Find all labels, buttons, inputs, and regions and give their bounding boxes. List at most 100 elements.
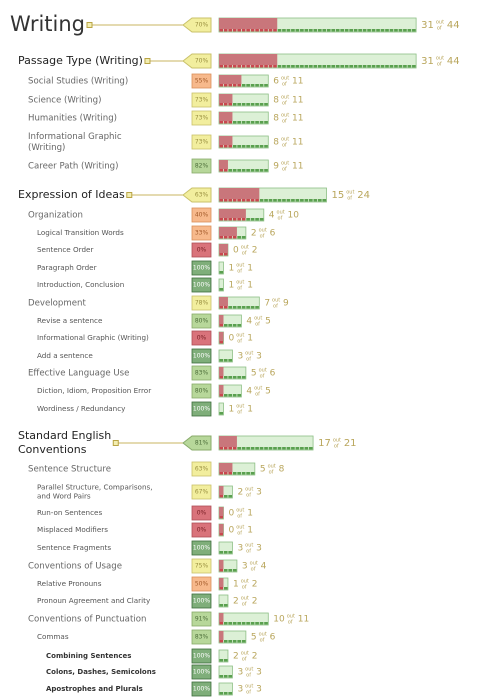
percent-badge bbox=[191, 295, 212, 311]
question-tick bbox=[259, 103, 264, 106]
question-tick bbox=[300, 65, 304, 68]
question-tick bbox=[241, 65, 246, 68]
question-tick bbox=[232, 199, 237, 202]
question-tick bbox=[237, 472, 241, 475]
question-tick bbox=[219, 288, 224, 291]
percent-badge bbox=[191, 348, 212, 364]
percent-label: 63% bbox=[195, 466, 209, 473]
question-tick bbox=[219, 495, 224, 498]
percent-label: 50% bbox=[195, 581, 209, 588]
of-word: of bbox=[288, 620, 293, 626]
question-tick bbox=[228, 84, 233, 87]
bar-wrong bbox=[219, 188, 260, 199]
connector-node bbox=[112, 440, 119, 446]
question-tick bbox=[232, 472, 237, 475]
question-tick bbox=[232, 394, 237, 397]
question-tick bbox=[246, 103, 250, 106]
question-tick bbox=[317, 65, 322, 68]
question-tick bbox=[335, 65, 340, 68]
of-word: of bbox=[237, 410, 242, 416]
percent-badge bbox=[191, 681, 212, 697]
percent-badge bbox=[191, 225, 212, 241]
question-tick bbox=[398, 29, 403, 32]
correct-count: 4 bbox=[246, 387, 252, 397]
bar-frame bbox=[218, 402, 224, 416]
of-word: of bbox=[237, 339, 242, 345]
question-tick bbox=[219, 306, 224, 309]
question-tick bbox=[264, 145, 268, 148]
question-tick bbox=[398, 65, 403, 68]
out-word: out bbox=[236, 263, 244, 269]
question-tick bbox=[250, 199, 255, 202]
row-label: Organization bbox=[28, 211, 83, 221]
correct-count: 5 bbox=[251, 633, 257, 643]
question-tick bbox=[407, 29, 412, 32]
question-tick bbox=[277, 447, 282, 450]
question-tick bbox=[232, 218, 237, 221]
correct-count: 0 bbox=[233, 246, 239, 256]
of-word: of bbox=[237, 269, 242, 275]
correct-count: 8 bbox=[273, 138, 279, 148]
correct-count: 2 bbox=[237, 488, 243, 498]
question-tick bbox=[228, 495, 233, 498]
bar-wrong bbox=[219, 94, 233, 103]
question-tick bbox=[241, 145, 246, 148]
of-word: of bbox=[237, 531, 242, 537]
question-tick bbox=[255, 121, 259, 124]
row-label: Informational Graphic (Writing) bbox=[37, 333, 149, 342]
row-label: Introduction, Conclusion bbox=[37, 280, 124, 289]
bar-wrong bbox=[219, 209, 246, 218]
question-tick bbox=[232, 622, 237, 625]
question-tick bbox=[317, 29, 322, 32]
question-tick bbox=[246, 472, 250, 475]
row-label: Pronoun Agreement and Clarity bbox=[37, 596, 151, 605]
question-tick bbox=[237, 622, 241, 625]
question-tick bbox=[228, 569, 233, 572]
question-tick bbox=[268, 29, 273, 32]
total-count: 2 bbox=[252, 652, 258, 662]
out-word: out bbox=[236, 508, 244, 514]
bar-wrong bbox=[219, 613, 224, 622]
question-tick bbox=[349, 65, 353, 68]
total-count: 9 bbox=[283, 299, 289, 309]
question-tick bbox=[232, 306, 237, 309]
correct-count: 31 bbox=[421, 56, 434, 67]
bar-wrong bbox=[219, 244, 228, 253]
question-tick bbox=[241, 472, 246, 475]
question-tick bbox=[219, 29, 224, 32]
out-word: out bbox=[346, 190, 354, 196]
correct-count: 2 bbox=[251, 229, 257, 239]
question-tick bbox=[255, 447, 259, 450]
bar-frame bbox=[218, 594, 229, 608]
bar-wrong bbox=[219, 463, 233, 472]
question-tick bbox=[300, 29, 304, 32]
percent-label: 80% bbox=[195, 388, 209, 395]
question-tick bbox=[246, 622, 250, 625]
question-tick bbox=[300, 447, 304, 450]
question-tick bbox=[313, 29, 318, 32]
percent-badge bbox=[191, 461, 212, 477]
total-count: 5 bbox=[265, 387, 271, 397]
question-tick bbox=[223, 236, 228, 239]
question-tick bbox=[228, 306, 233, 309]
question-tick bbox=[232, 29, 237, 32]
question-tick bbox=[223, 121, 228, 124]
question-tick bbox=[407, 65, 412, 68]
of-word: of bbox=[334, 444, 339, 450]
percent-badge bbox=[191, 593, 212, 609]
out-word: out bbox=[250, 561, 258, 567]
question-tick bbox=[389, 65, 394, 68]
row-label: Colons, Dashes, Semicolons bbox=[46, 668, 156, 676]
question-tick bbox=[282, 65, 286, 68]
row-label: Relative Pronouns bbox=[37, 579, 102, 588]
total-count: 3 bbox=[256, 544, 262, 554]
question-tick bbox=[223, 199, 228, 202]
question-tick bbox=[322, 65, 327, 68]
question-tick bbox=[282, 447, 286, 450]
question-tick bbox=[219, 341, 224, 344]
question-tick bbox=[219, 103, 224, 106]
connector-node bbox=[144, 58, 151, 64]
percent-label: 100% bbox=[193, 282, 210, 289]
question-tick bbox=[268, 65, 273, 68]
question-tick bbox=[259, 84, 264, 87]
